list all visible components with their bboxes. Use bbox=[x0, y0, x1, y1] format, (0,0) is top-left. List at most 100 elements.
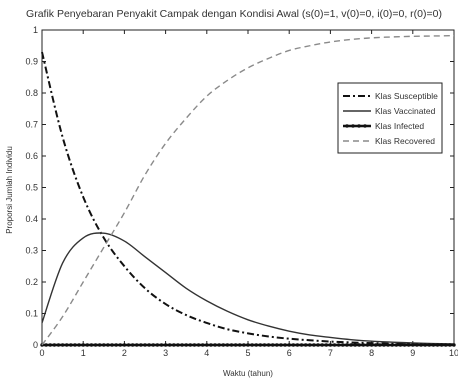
series-marker-klas-infected bbox=[406, 343, 411, 347]
series-marker-klas-infected bbox=[229, 343, 234, 347]
y-tick-label: 0.6 bbox=[25, 151, 38, 161]
series-marker-klas-infected bbox=[159, 343, 164, 347]
series-marker-klas-infected bbox=[73, 343, 77, 347]
series-marker-klas-infected bbox=[217, 343, 221, 347]
series-marker-klas-infected bbox=[320, 343, 324, 347]
legend-label: Klas Vaccinated bbox=[375, 106, 436, 116]
series-marker-klas-infected bbox=[93, 343, 98, 347]
series-marker-klas-infected bbox=[287, 343, 291, 347]
series-marker-klas-infected bbox=[415, 343, 419, 347]
series-marker-klas-infected bbox=[312, 343, 316, 347]
legend-marker bbox=[363, 124, 367, 128]
series-marker-klas-infected bbox=[60, 343, 65, 347]
series-marker-klas-infected bbox=[316, 343, 320, 347]
legend-marker bbox=[345, 124, 349, 128]
series-marker-klas-infected bbox=[205, 343, 209, 347]
y-tick-label: 0.8 bbox=[25, 88, 38, 98]
series-line-klas-susceptible bbox=[41, 51, 455, 346]
series-marker-klas-infected bbox=[431, 343, 436, 347]
series-marker-klas-infected bbox=[135, 343, 139, 347]
series-marker-klas-infected bbox=[427, 343, 431, 347]
x-axis: 0 1 2 3 4 5 6 7 8 9 10 bbox=[39, 30, 458, 358]
series-marker-klas-infected bbox=[250, 343, 254, 347]
series-marker-klas-infected bbox=[295, 343, 300, 347]
series-marker-klas-infected bbox=[341, 343, 345, 347]
series-marker-klas-infected bbox=[365, 343, 370, 347]
x-tick-label: 6 bbox=[287, 348, 292, 358]
series-marker-klas-infected bbox=[147, 343, 151, 347]
x-tick-label: 10 bbox=[449, 348, 458, 358]
series-marker-klas-infected bbox=[233, 343, 238, 347]
series-marker-klas-infected bbox=[386, 343, 390, 347]
legend-label: Klas Infected bbox=[375, 121, 424, 131]
x-tick-label: 3 bbox=[163, 348, 168, 358]
plot-area bbox=[41, 29, 455, 346]
legend-label: Klas Susceptible bbox=[375, 91, 438, 101]
series-line-klas-recovered bbox=[41, 34, 455, 346]
y-axis-label: Proporsi Jumlah Individu bbox=[5, 146, 14, 234]
x-tick-label: 2 bbox=[122, 348, 127, 358]
series-line-klas-vaccinated bbox=[41, 232, 455, 345]
series-marker-klas-infected bbox=[357, 343, 361, 347]
series-marker-klas-infected bbox=[143, 343, 147, 347]
series-marker-klas-infected bbox=[390, 343, 394, 347]
y-tick-label: 0.2 bbox=[25, 277, 38, 287]
series-marker-klas-infected bbox=[452, 343, 456, 347]
series-marker-klas-infected bbox=[238, 343, 242, 347]
series-marker-klas-infected bbox=[114, 343, 118, 347]
x-tick-label: 7 bbox=[328, 348, 333, 358]
series-marker-klas-infected bbox=[118, 343, 122, 347]
series-marker-klas-infected bbox=[65, 343, 69, 347]
series-marker-klas-infected bbox=[258, 343, 263, 347]
series-marker-klas-infected bbox=[209, 343, 213, 347]
series-marker-klas-infected bbox=[102, 343, 106, 347]
series-marker-klas-infected bbox=[419, 343, 423, 347]
series-marker-klas-infected bbox=[180, 343, 184, 347]
series-marker-klas-infected bbox=[448, 343, 452, 347]
series-marker-klas-infected bbox=[48, 343, 52, 347]
series-marker-klas-infected bbox=[254, 343, 258, 347]
x-tick-label: 5 bbox=[245, 348, 250, 358]
series-marker-klas-infected bbox=[279, 343, 283, 347]
series-marker-klas-infected bbox=[69, 343, 73, 347]
series-marker-klas-infected bbox=[332, 343, 337, 347]
series-marker-klas-infected bbox=[85, 343, 90, 347]
series-marker-klas-infected bbox=[155, 343, 160, 347]
series-marker-klas-infected bbox=[176, 343, 180, 347]
x-tick-label: 8 bbox=[369, 348, 374, 358]
series-marker-klas-infected bbox=[394, 343, 399, 347]
series-marker-klas-infected bbox=[423, 343, 427, 347]
series-marker-klas-infected bbox=[213, 343, 217, 347]
series-marker-klas-infected bbox=[353, 343, 357, 347]
series-layer bbox=[40, 34, 456, 347]
series-marker-klas-infected bbox=[378, 343, 382, 347]
series-marker-klas-infected bbox=[192, 343, 197, 347]
series-marker-klas-infected bbox=[81, 343, 85, 347]
series-marker-klas-infected bbox=[291, 343, 296, 347]
series-marker-klas-infected bbox=[382, 343, 386, 347]
x-tick-label: 9 bbox=[410, 348, 415, 358]
series-marker-klas-infected bbox=[275, 343, 279, 347]
series-marker-klas-infected bbox=[336, 343, 341, 347]
series-marker-klas-infected bbox=[345, 343, 349, 347]
series-marker-klas-infected bbox=[411, 343, 415, 347]
series-marker-klas-infected bbox=[168, 343, 172, 347]
x-tick-label: 1 bbox=[81, 348, 86, 358]
x-axis-label: Waktu (tahun) bbox=[223, 369, 273, 378]
series-marker-klas-infected bbox=[106, 343, 110, 347]
series-marker-klas-infected bbox=[163, 343, 168, 347]
series-marker-klas-infected bbox=[221, 343, 225, 347]
series-marker-klas-infected bbox=[172, 343, 176, 347]
y-tick-label: 0.5 bbox=[25, 183, 38, 193]
series-marker-klas-infected bbox=[402, 343, 407, 347]
chart-title: Grafik Penyebaran Penyakit Campak dengan… bbox=[26, 8, 442, 20]
series-marker-klas-infected bbox=[110, 343, 114, 347]
series-marker-klas-infected bbox=[444, 343, 448, 347]
series-marker-klas-infected bbox=[303, 343, 308, 347]
y-tick-label: 0.1 bbox=[25, 309, 38, 319]
series-marker-klas-infected bbox=[324, 343, 328, 347]
series-marker-klas-infected bbox=[184, 343, 188, 347]
series-marker-klas-infected bbox=[242, 343, 246, 347]
series-marker-klas-infected bbox=[439, 343, 444, 347]
